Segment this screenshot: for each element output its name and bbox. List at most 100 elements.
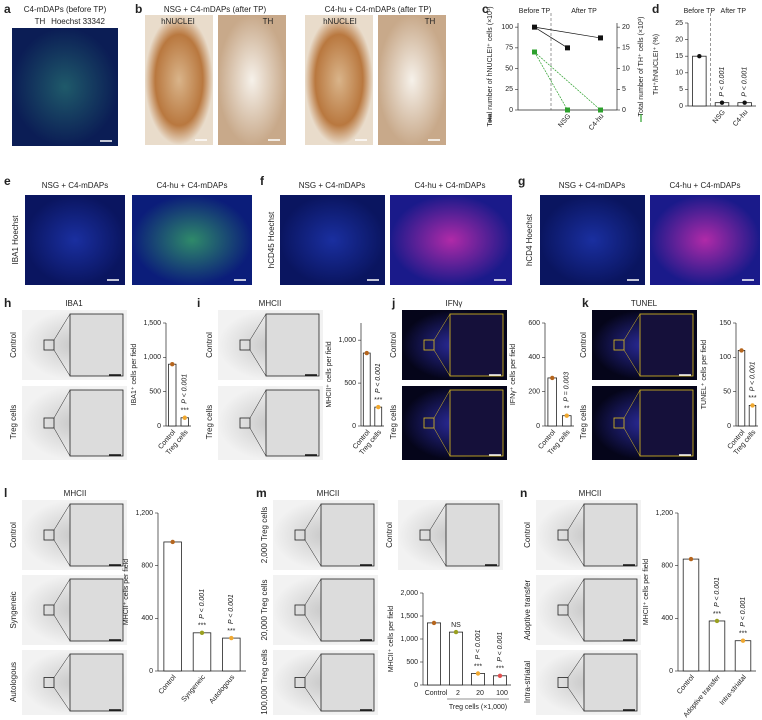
significance: *** — [227, 628, 235, 635]
micrograph — [25, 195, 125, 285]
data-point — [688, 556, 694, 562]
zoom-source — [557, 604, 569, 616]
panel-text: TH — [263, 17, 274, 26]
zoom-line — [567, 503, 585, 531]
x-tick-label: Autologous — [208, 674, 236, 706]
section-label: After TP — [571, 8, 597, 15]
zoom-inset — [69, 503, 124, 567]
panel-text: IBA1 — [65, 299, 83, 308]
significance: *** — [739, 631, 747, 638]
data-point — [199, 630, 205, 636]
zoom-source — [294, 604, 306, 616]
panel-text: Control — [523, 522, 532, 548]
zoom-line — [429, 539, 447, 567]
zoom-line — [53, 313, 71, 341]
panel-text: 100,000 Treg cells — [260, 649, 269, 714]
zoom-line — [304, 687, 322, 712]
y-tick-label: 1,200 — [135, 510, 153, 517]
p-value: P < 0.001 — [182, 374, 189, 404]
y-tick-label: 25 — [505, 86, 513, 93]
zoom-source — [294, 677, 306, 688]
p-value: P = 0.003 — [564, 372, 571, 402]
panel-text: TH — [35, 17, 46, 26]
y-tick-label: 75 — [505, 45, 513, 52]
y-tick-label: 400 — [141, 615, 153, 622]
zoom-line — [53, 578, 71, 606]
data-point — [182, 415, 187, 420]
panel-text: C4-hu + C4-mDAPs (after TP) — [325, 5, 432, 14]
significance: *** — [181, 408, 189, 415]
y-tick-label: 0 — [679, 103, 683, 110]
data-point — [719, 100, 725, 105]
zoom-source — [43, 339, 55, 351]
panel-text: TH — [425, 17, 436, 26]
zoom-line — [53, 503, 71, 531]
y-tick-label: 20 — [675, 36, 683, 43]
zoom-line — [567, 614, 585, 642]
panel-text: Control — [205, 332, 214, 358]
x-tick-label: Control — [676, 674, 696, 696]
zoom-source — [423, 417, 435, 429]
bar — [737, 350, 746, 427]
bar — [362, 352, 371, 427]
significance: *** — [198, 623, 206, 630]
zoom-line — [53, 687, 71, 712]
x-tick-label: 2 — [456, 690, 460, 697]
panel-label: e — [4, 174, 11, 188]
significance: *** — [374, 397, 382, 404]
zoom-line — [304, 653, 322, 678]
x-tick-label: 100 — [496, 690, 508, 697]
y-tick-label: 50 — [505, 65, 513, 72]
zoom-line — [53, 389, 71, 419]
series-line — [534, 26, 568, 49]
panel-text: Autologous — [9, 662, 18, 702]
zoom-inset — [449, 313, 504, 377]
panel-label: d — [652, 2, 659, 16]
zoom-inset — [449, 389, 504, 457]
x-tick-label: NSG — [712, 109, 727, 125]
data-point — [532, 49, 537, 55]
bar — [734, 640, 752, 672]
y-tick-label: 0 — [149, 668, 153, 675]
panel-text: NSG + C4-mDAPs (after TP) — [164, 5, 267, 14]
zoom-inset — [69, 389, 124, 457]
zoom-source — [239, 339, 251, 351]
y-tick-label: 2,000 — [400, 590, 418, 597]
bar — [692, 55, 707, 107]
y-tick-label: 5 — [679, 86, 683, 93]
bar — [426, 622, 441, 686]
panel-text: Treg cells — [205, 405, 214, 439]
panel-text: Control — [579, 332, 588, 358]
y-tick-label: 1,000 — [143, 354, 161, 361]
section-label: Before TP — [684, 8, 716, 15]
y-tick-label: 500 — [406, 659, 418, 666]
x-tick-label: Control — [158, 674, 178, 696]
y-tick-label: 0 — [352, 423, 356, 430]
panel-label: i — [197, 296, 200, 310]
panel-text: hCD4 Hoechst — [525, 213, 534, 266]
y-tick-label: 15 — [675, 53, 683, 60]
bar — [168, 363, 177, 427]
x-tick-label: Syngeneic — [181, 674, 208, 704]
y-tick-label: 50 — [723, 389, 731, 396]
micrograph — [280, 195, 385, 285]
panel-text: NSG + C4-mDAPs — [299, 181, 365, 190]
data-point — [564, 413, 569, 418]
data-point — [475, 671, 481, 676]
zoom-line — [429, 503, 447, 531]
panel-text: NSG + C4-mDAPs — [559, 181, 625, 190]
zoom-line — [567, 653, 585, 678]
micrograph — [12, 28, 118, 146]
data-point — [453, 629, 459, 635]
y-axis-label: MHCII⁺ cells per field — [388, 606, 395, 672]
panel-label: m — [256, 486, 267, 500]
zoom-line — [567, 687, 585, 712]
panel-text: hNUCLEI — [323, 17, 357, 26]
micrograph — [390, 195, 512, 285]
p-value: P < 0.001 — [475, 629, 482, 659]
zoom-inset — [69, 313, 124, 377]
zoom-line — [249, 313, 267, 341]
y-tick-label: 600 — [528, 320, 540, 327]
zoom-line — [53, 427, 71, 457]
y2-tick-label: 10 — [622, 65, 630, 72]
